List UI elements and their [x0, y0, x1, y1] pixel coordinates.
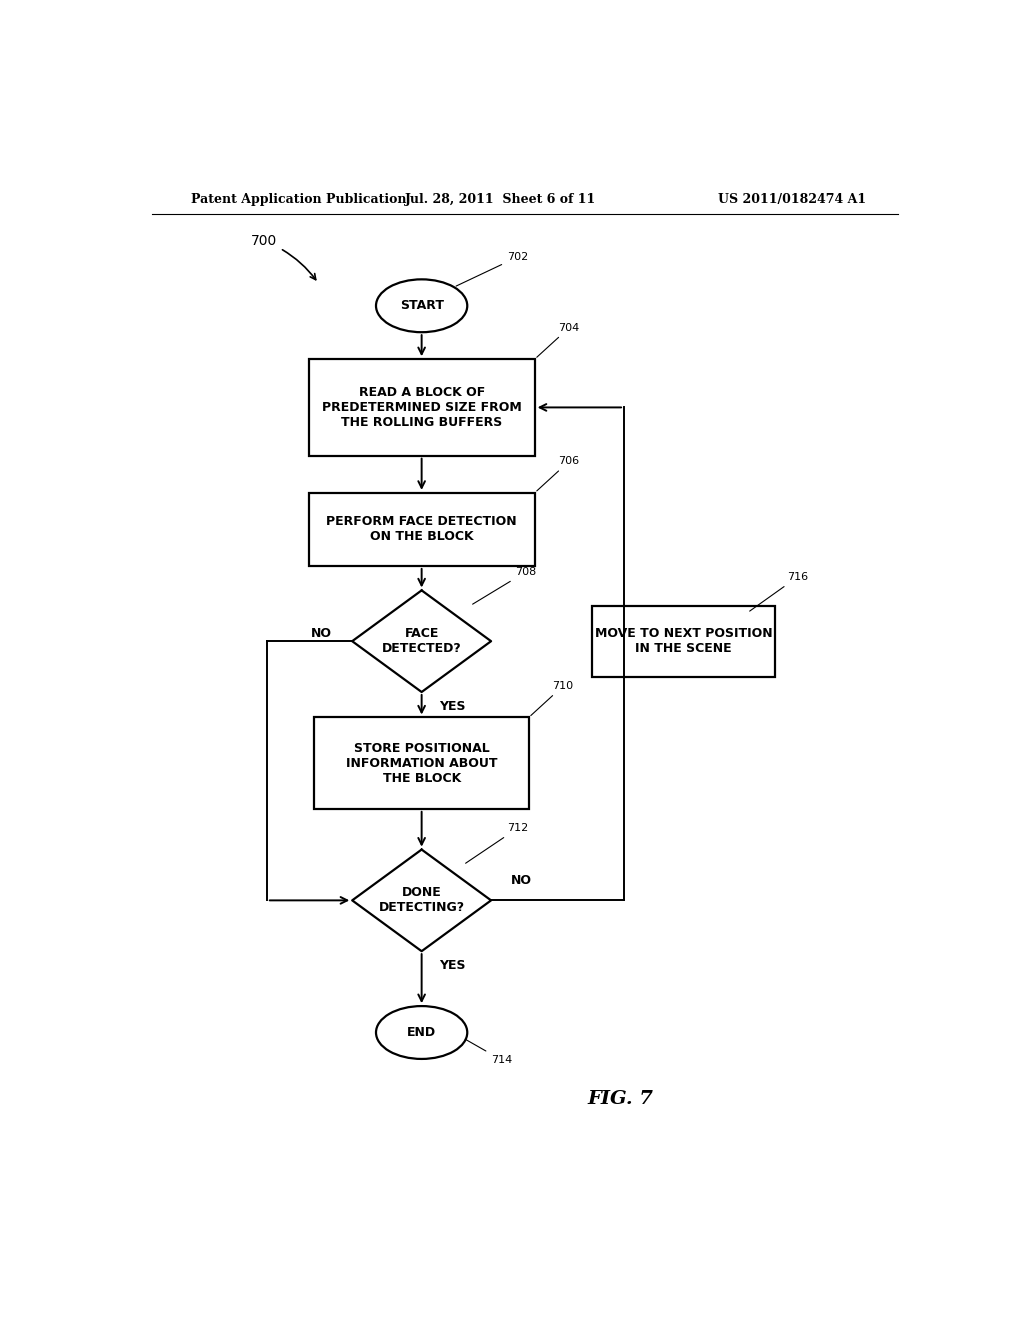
Text: NO: NO [511, 874, 531, 887]
Text: 704: 704 [537, 322, 580, 358]
FancyBboxPatch shape [314, 718, 528, 809]
Text: 708: 708 [473, 568, 537, 605]
Text: READ A BLOCK OF
PREDETERMINED SIZE FROM
THE ROLLING BUFFERS: READ A BLOCK OF PREDETERMINED SIZE FROM … [322, 385, 521, 429]
Text: FACE
DETECTED?: FACE DETECTED? [382, 627, 462, 655]
FancyBboxPatch shape [592, 606, 775, 677]
Ellipse shape [376, 280, 467, 333]
Text: 702: 702 [456, 252, 528, 286]
Text: MOVE TO NEXT POSITION
IN THE SCENE: MOVE TO NEXT POSITION IN THE SCENE [595, 627, 772, 655]
Ellipse shape [376, 1006, 467, 1059]
Text: 714: 714 [465, 1039, 512, 1065]
Text: 710: 710 [530, 681, 573, 715]
Text: DONE
DETECTING?: DONE DETECTING? [379, 886, 465, 915]
Text: 716: 716 [750, 572, 808, 611]
Text: YES: YES [439, 960, 466, 973]
Text: Jul. 28, 2011  Sheet 6 of 11: Jul. 28, 2011 Sheet 6 of 11 [406, 193, 597, 206]
Text: STORE POSITIONAL
INFORMATION ABOUT
THE BLOCK: STORE POSITIONAL INFORMATION ABOUT THE B… [346, 742, 498, 784]
FancyBboxPatch shape [308, 492, 535, 566]
Text: 706: 706 [537, 457, 580, 491]
Text: 700: 700 [251, 234, 315, 280]
Text: US 2011/0182474 A1: US 2011/0182474 A1 [718, 193, 866, 206]
Text: Patent Application Publication: Patent Application Publication [191, 193, 407, 206]
Polygon shape [352, 850, 492, 952]
Text: FIG. 7: FIG. 7 [587, 1089, 653, 1107]
Text: PERFORM FACE DETECTION
ON THE BLOCK: PERFORM FACE DETECTION ON THE BLOCK [327, 515, 517, 544]
Text: START: START [399, 300, 443, 313]
Text: 712: 712 [466, 824, 528, 863]
Text: YES: YES [439, 700, 466, 713]
Text: END: END [408, 1026, 436, 1039]
Polygon shape [352, 590, 492, 692]
Text: NO: NO [311, 627, 333, 640]
FancyBboxPatch shape [308, 359, 535, 455]
